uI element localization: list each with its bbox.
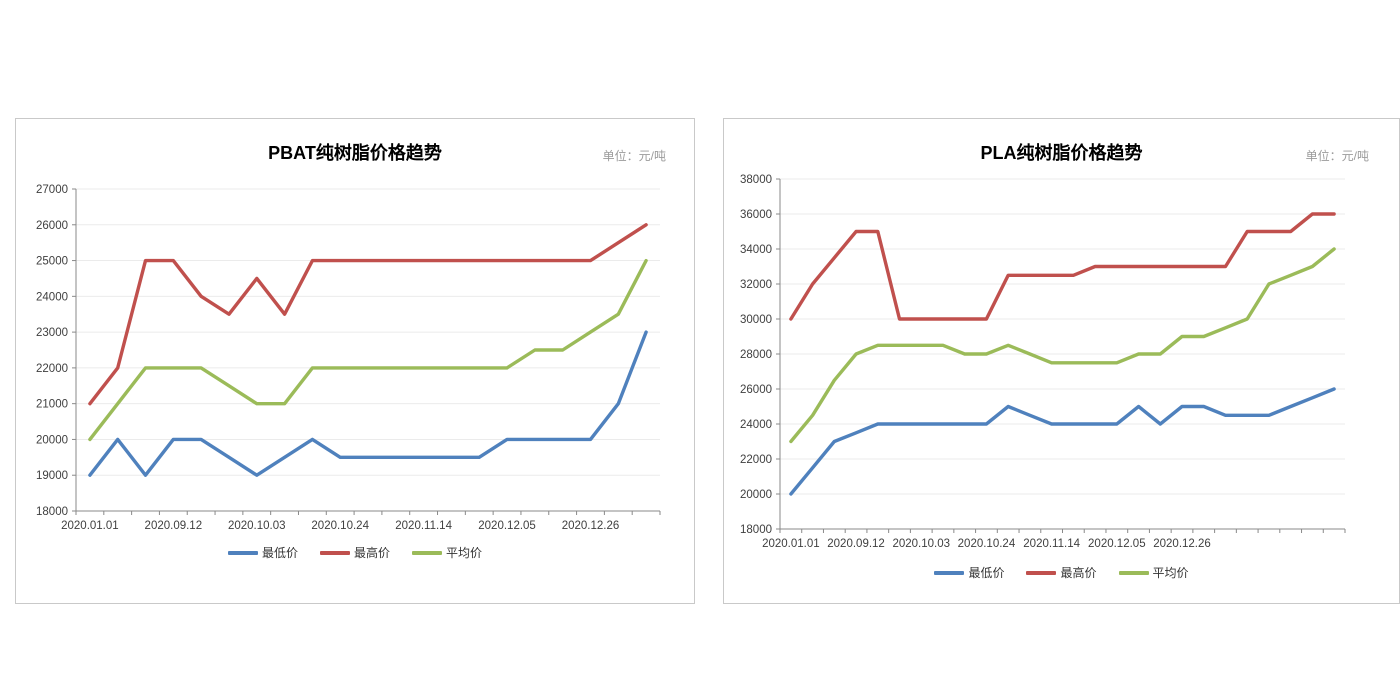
line-chart-pbat: 18000 19000 20000 21000 22000 23000 24000 25000… <box>36 184 661 532</box>
y-axis-label: 20000 <box>740 489 772 501</box>
legend-label: 最低价 <box>261 546 298 560</box>
series-line-最高价 <box>88 223 648 406</box>
x-axis-label: 2020.10.24 <box>958 538 1016 550</box>
y-axis-label: 26000 <box>740 384 772 396</box>
legend-swatch <box>1026 570 1057 575</box>
y-axis-label: 19000 <box>36 470 68 482</box>
y-axis-label: 22000 <box>740 454 772 466</box>
y-axis-label: 36000 <box>740 209 772 221</box>
legend-item-最高价: 最高价 <box>1026 564 1097 581</box>
x-axis-label: 2020.12.05 <box>478 520 536 532</box>
legend-label: 平均价 <box>446 546 483 560</box>
x-axis-label: 2020.11.14 <box>395 520 452 532</box>
x-axis-label: 2020.01.01 <box>61 520 119 532</box>
y-axis-label: 30000 <box>740 314 772 326</box>
line-chart-pla: 18000 20000 22000 24000 26000 28000 30000 32000… <box>740 174 1346 550</box>
y-axis-label: 21000 <box>36 399 68 411</box>
legend-label: 最高价 <box>353 546 390 560</box>
x-axis-label: 2020.11.14 <box>1023 538 1080 550</box>
legend-label: 平均价 <box>1152 566 1189 580</box>
y-axis-label: 20000 <box>36 434 68 446</box>
y-axis-label: 28000 <box>740 349 772 361</box>
legend-pbat: 最低价 最高价 平均价 <box>16 544 694 561</box>
y-axis-label: 25000 <box>36 256 68 268</box>
x-axis-label: 2020.01.01 <box>762 538 820 550</box>
y-axis-label: 34000 <box>740 244 772 256</box>
series-line-平均价 <box>789 247 1336 444</box>
legend-swatch <box>934 570 965 575</box>
legend-item-最高价: 最高价 <box>319 544 390 561</box>
legend-item-平均价: 平均价 <box>412 544 482 561</box>
x-axis-label: 2020.12.05 <box>1088 538 1146 550</box>
x-axis-label: 2020.09.12 <box>827 538 885 550</box>
legend-label: 最高价 <box>1060 566 1097 580</box>
legend-swatch <box>412 550 442 555</box>
legend-swatch <box>319 550 350 555</box>
y-axis-label: 18000 <box>36 506 68 518</box>
chart-title-pla: PLA纯树脂价格趋势 <box>980 143 1143 163</box>
y-axis-label: 26000 <box>36 220 68 232</box>
legend-item-平均价: 平均价 <box>1118 564 1189 581</box>
y-axis-label: 22000 <box>36 363 68 375</box>
chart-title-pbat: PBAT纯树脂价格趋势 <box>268 143 442 163</box>
series-line-平均价 <box>88 258 648 442</box>
series-line-最低价 <box>789 387 1336 496</box>
x-axis-label: 2020.10.03 <box>892 538 950 550</box>
legend-item-最低价: 最低价 <box>227 544 298 561</box>
legend-item-最低价: 最低价 <box>934 564 1004 581</box>
y-axis-label: 32000 <box>740 279 772 291</box>
x-axis-label: 2020.12.26 <box>562 520 620 532</box>
legend-pla: 最低价 最高价 平均价 <box>724 564 1399 581</box>
y-axis-label: 27000 <box>36 184 68 196</box>
y-axis-label: 24000 <box>740 419 772 431</box>
legend-swatch <box>1118 570 1149 575</box>
y-axis-label: 24000 <box>36 291 68 303</box>
y-axis-label: 38000 <box>740 174 772 186</box>
chart-panel-pla: PLA纯树脂价格趋势 单位：元/吨 18000 20000 22000 24000 26… <box>723 118 1400 604</box>
y-axis-label: 23000 <box>36 327 68 339</box>
unit-label-pbat: 单位：元/吨 <box>602 149 666 163</box>
series-line-最高价 <box>789 212 1336 321</box>
x-axis-label: 2020.12.26 <box>1153 538 1211 550</box>
legend-swatch <box>227 550 258 555</box>
chart-panel-pbat: PBAT纯树脂价格趋势 单位：元/吨 18000 19000 20000 21000 2… <box>15 118 695 604</box>
legend-label: 最低价 <box>968 566 1005 580</box>
unit-label-pla: 单位：元/吨 <box>1305 149 1369 163</box>
x-axis-label: 2020.10.03 <box>228 520 286 532</box>
series-line-最低价 <box>88 330 648 477</box>
x-axis-label: 2020.10.24 <box>311 520 369 532</box>
y-axis-label: 18000 <box>740 524 772 536</box>
x-axis-label: 2020.09.12 <box>145 520 203 532</box>
